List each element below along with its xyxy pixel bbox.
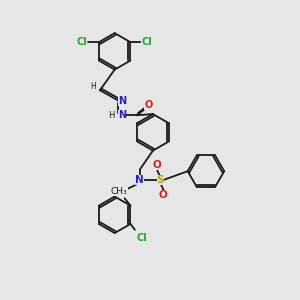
Text: Cl: Cl — [77, 37, 87, 47]
Text: H: H — [109, 111, 115, 120]
Text: Cl: Cl — [141, 37, 152, 47]
Text: H: H — [91, 82, 96, 91]
Text: S: S — [157, 175, 164, 185]
Text: O: O — [153, 160, 162, 170]
Text: CH₃: CH₃ — [111, 187, 128, 196]
Text: N: N — [118, 110, 126, 120]
Text: O: O — [144, 100, 153, 110]
Text: O: O — [159, 190, 168, 200]
Text: N: N — [135, 175, 144, 185]
Text: N: N — [118, 95, 126, 106]
Text: Cl: Cl — [137, 233, 148, 243]
